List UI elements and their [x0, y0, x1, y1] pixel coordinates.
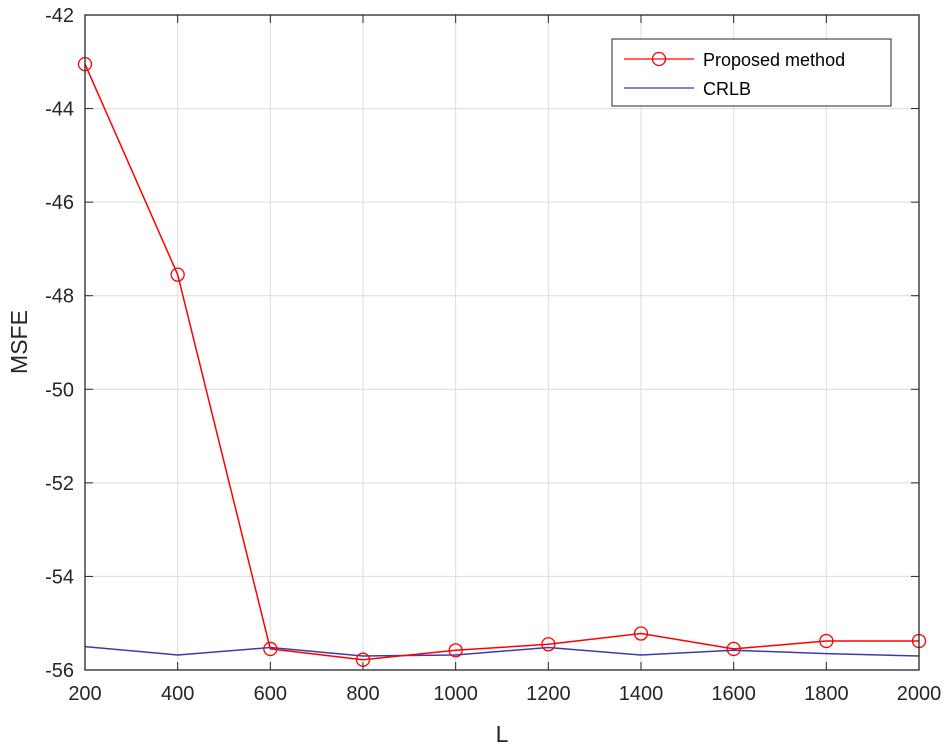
y-tick-label: -52	[45, 473, 74, 495]
x-tick-label: 200	[68, 683, 101, 705]
y-tick-label: -56	[45, 660, 74, 682]
plot-frame	[84, 14, 920, 671]
x-tick-label: 1400	[619, 683, 664, 705]
series-line-proposed	[84, 63, 919, 661]
data-point-proposed	[448, 643, 463, 658]
x-tick-label: 1000	[433, 683, 478, 705]
legend-box	[611, 38, 892, 107]
legend-label-proposed: Proposed method	[703, 50, 845, 70]
legend: Proposed method CRLB	[611, 38, 892, 107]
data-point-proposed	[633, 626, 649, 641]
series-line-crlb	[84, 645, 920, 657]
legend-marker-proposed	[651, 51, 667, 67]
x-tick-label: 1800	[804, 683, 849, 705]
data-point-proposed	[170, 267, 185, 282]
series-group	[77, 56, 927, 667]
x-axis-label: L	[496, 721, 509, 747]
y-axis-label: MSFE	[6, 310, 32, 374]
y-tick-label: -50	[45, 379, 74, 401]
x-tick-label: 1200	[526, 683, 571, 705]
plot-area	[85, 15, 919, 670]
x-tick-label: 2000	[897, 683, 942, 705]
y-tick-label: -54	[45, 566, 74, 588]
data-point-proposed	[819, 633, 834, 649]
x-tick-label: 800	[346, 683, 379, 705]
data-point-proposed	[541, 637, 556, 652]
data-point-proposed	[263, 641, 278, 657]
x-tick-label: 600	[254, 683, 287, 705]
x-tick-label: 1600	[711, 683, 756, 705]
data-point-proposed	[726, 641, 741, 657]
ticks: 200 400 600 800 1000 1200 1400 1600 1800 2000 -56 -…	[45, 5, 941, 705]
y-tick-label: -44	[45, 99, 74, 121]
y-tick-label: -46	[45, 192, 74, 214]
legend-label-crlb: CRLB	[703, 79, 751, 99]
y-tick-label: -42	[45, 5, 74, 27]
y-tick-label: -48	[45, 286, 74, 308]
x-tick-label: 400	[161, 683, 194, 705]
